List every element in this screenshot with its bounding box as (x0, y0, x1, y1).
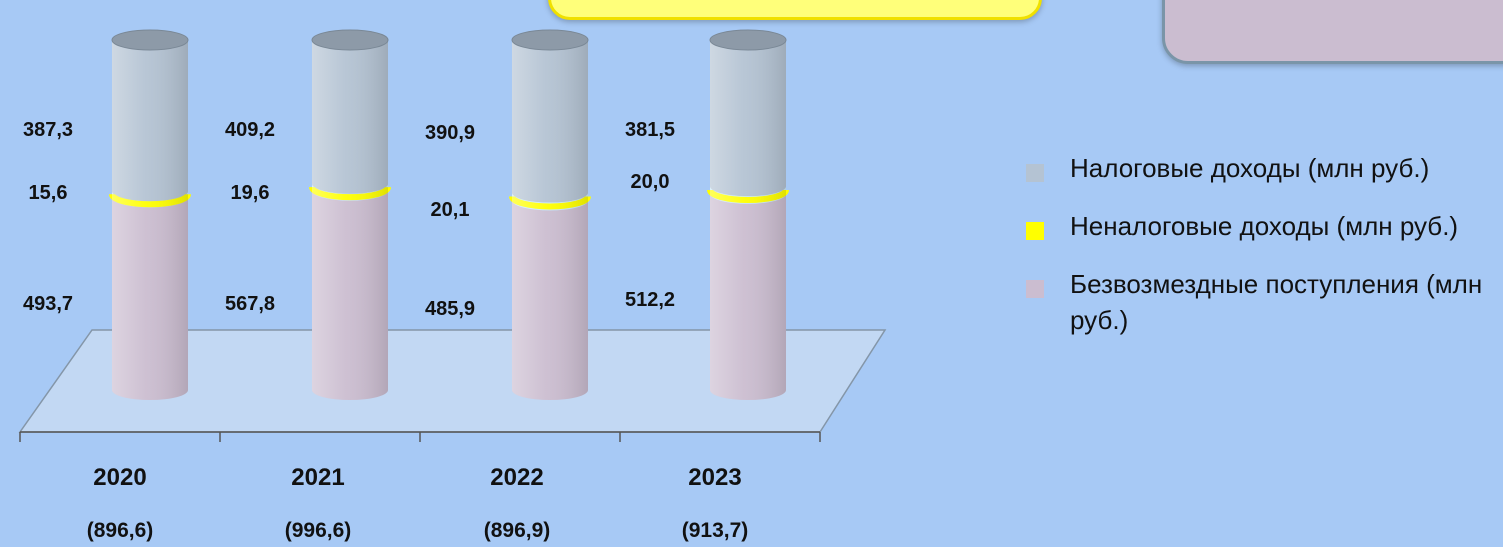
legend-swatch-nontax (1026, 222, 1044, 240)
cylinder-2022 (509, 29, 591, 400)
cylinder-top-2022 (511, 29, 589, 51)
cylinder-2021 (309, 29, 391, 400)
legend-label-grants: Безвозмездные поступления (млн руб.) (1070, 269, 1483, 335)
total-label-2023: (913,7) (682, 519, 749, 542)
legend-item-grants: Безвозмездные поступления (млн руб.) (1026, 266, 1503, 338)
label-grants-2023: 512,2 (625, 289, 675, 311)
cylinder-top-2020 (111, 29, 189, 51)
total-label-2022: (896,9) (484, 519, 551, 542)
label-nontax-2022: 20,1 (431, 199, 470, 221)
cylinder-2020 (109, 29, 191, 400)
legend-swatch-grants (1026, 280, 1044, 298)
label-tax-2023: 381,5 (625, 119, 675, 141)
label-tax-2021: 409,2 (225, 119, 275, 141)
cylinder-shade-2020 (112, 40, 188, 400)
legend: Налоговые доходы (млн руб.) Неналоговые … (1026, 150, 1503, 360)
year-label-2022: 2022 (490, 464, 543, 491)
cylinder-shade-2023 (710, 40, 786, 400)
total-label-2021: (996,6) (285, 519, 352, 542)
x-axis-ticks (19, 432, 821, 442)
value-labels: 387,3 15,6 493,7 2020 (896,6) 409,2 19,6 567,8 2… (23, 119, 748, 542)
label-tax-2020: 387,3 (23, 119, 73, 141)
legend-label-nontax: Неналоговые доходы (млн руб.) (1070, 211, 1459, 241)
cylinders (109, 29, 789, 400)
legend-label-tax: Налоговые доходы (млн руб.) (1070, 153, 1430, 183)
label-nontax-2021: 19,6 (231, 182, 270, 204)
cylinder-shade-2021 (312, 40, 388, 400)
year-label-2021: 2021 (291, 464, 344, 491)
label-nontax-2023: 20,0 (631, 171, 670, 193)
label-grants-2021: 567,8 (225, 293, 275, 315)
top-panel (1162, 0, 1503, 64)
legend-item-tax: Налоговые доходы (млн руб.) (1026, 150, 1503, 186)
label-grants-2022: 485,9 (425, 298, 475, 320)
label-nontax-2020: 15,6 (29, 182, 68, 204)
cylinder-shade-2022 (512, 40, 588, 400)
year-label-2023: 2023 (688, 464, 741, 491)
label-tax-2022: 390,9 (425, 122, 475, 144)
legend-item-nontax: Неналоговые доходы (млн руб.) (1026, 208, 1503, 244)
label-grants-2020: 493,7 (23, 293, 73, 315)
cylinder-top-2023 (709, 29, 787, 51)
year-label-2020: 2020 (93, 464, 146, 491)
cylinder-top-2021 (311, 29, 389, 51)
chart-plot: 387,3 15,6 493,7 2020 (896,6) 409,2 19,6 567,8 2… (18, 29, 887, 542)
legend-swatch-tax (1026, 164, 1044, 182)
cylinder-2023 (707, 29, 789, 400)
total-label-2020: (896,6) (87, 519, 154, 542)
